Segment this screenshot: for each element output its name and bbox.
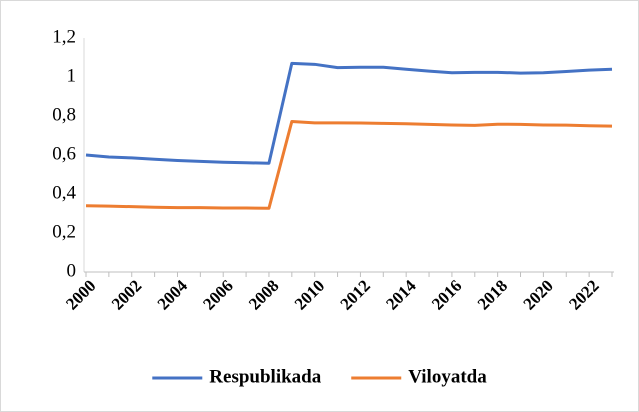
series-line [85,119,613,210]
y-tick-label: 0 [67,260,77,281]
y-tick-label: 1,2 [52,26,76,47]
y-tick-label: 0,2 [52,221,76,242]
series-line [85,61,613,165]
legend-label: Respublikada [209,366,321,387]
legend-label: Viloyatda [408,366,487,387]
y-tick-label: 1 [67,65,77,86]
y-tick-label: 0,4 [52,182,76,203]
y-tick-label: 0,8 [52,104,76,125]
legend: Respublikada Viloyatda [152,366,487,387]
y-tick-label: 0,6 [52,143,76,164]
